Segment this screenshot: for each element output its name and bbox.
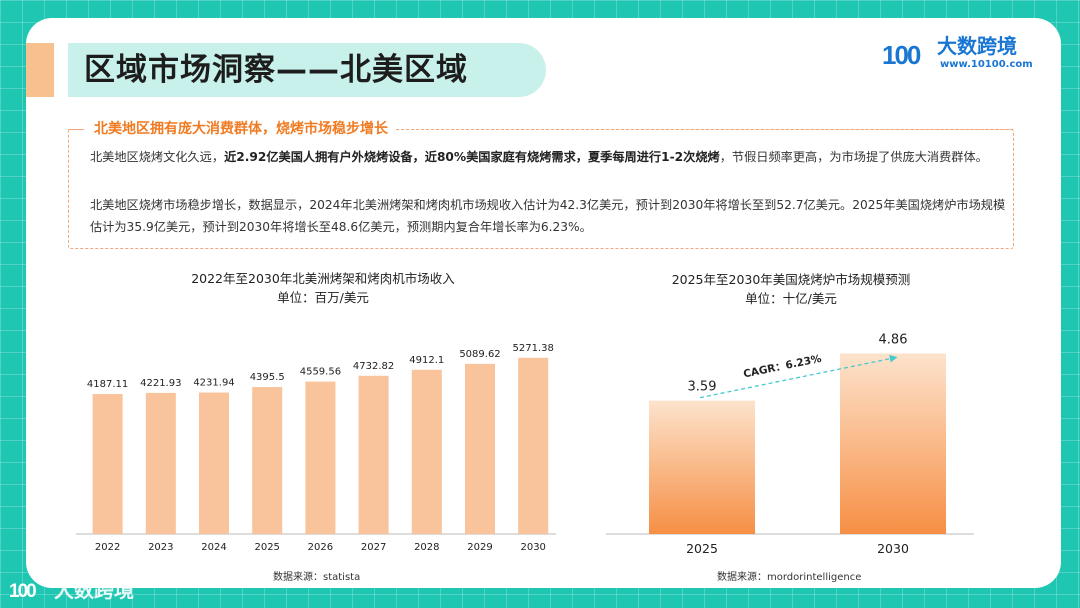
summary-p1-bold: 近2.92亿美国人拥有户外烧烤设备，近80%美国家庭有烧烤需求，夏季每周进行1-… [224,150,720,164]
chart1-bar [518,357,549,534]
summary-paragraph-1: 北美地区烧烤文化久远，近2.92亿美国人拥有户外烧烤设备，近80%美国家庭有烧烤… [90,146,1008,168]
chart2-data-label: 3.59 [688,380,717,395]
chart1-data-label: 4912.1 [409,355,444,366]
title-accent-block [26,43,54,97]
summary-p1-a: 北美地区烧烤文化久远， [90,150,225,164]
chart1-bar [145,392,176,534]
brand-name: 大数跨境 [937,34,1017,58]
chart2-source: 数据来源：mordorintelligence [717,572,862,583]
chart1-tick-label: 2022 [95,542,120,553]
chart1-bar [199,392,229,534]
chart2-tick-label: 2030 [877,541,909,556]
chart1-data-label: 5089.62 [459,349,500,360]
chart1-data-label: 4395.5 [250,372,285,383]
chart1-data-label: 4231.94 [193,378,234,389]
chart1-tick-label: 2026 [308,542,333,553]
chart1-data-label: 4732.82 [353,361,394,372]
chart1-tick-label: 2024 [201,542,226,553]
chart1-bar [252,387,283,534]
chart1-subtitle: 单位：百万/美元 [277,290,369,305]
chart1-bar [358,375,389,534]
title-banner [68,43,546,97]
page-title: 区域市场洞察——北美区域 [84,52,468,88]
chart2-cagr-arrow [699,354,898,399]
chart1-tick-label: 2023 [148,542,173,553]
brand-logo-mark: 100 [882,40,921,70]
chart2-bar [840,353,946,534]
chart1-tick-label: 2030 [520,542,545,553]
chart1-source: 数据来源：statista [273,572,361,583]
chart1-tick-label: 2027 [361,542,386,553]
brand-logo-icon: 100 [882,40,923,70]
chart1-tick-label: 2029 [467,542,492,553]
chart1-data-label: 5271.38 [513,343,554,354]
summary-heading-dash-left [68,129,82,130]
chart1-bar [305,381,336,534]
chart2-cagr-label: CAGR：6.23% [742,353,823,381]
chart2-subtitle: 单位：十亿/美元 [745,291,837,306]
chart2-bar-chart: 3.59 2025 4.86 2030 CAGR：6.23% [606,332,974,556]
chart2-tick-label: 2025 [686,541,718,556]
watermark-text: 大数跨境 [54,578,134,602]
chart1-bar [465,363,495,534]
chart1-bar [92,394,123,534]
chart1-bar [411,369,442,534]
chart1-title: 2022年至2030年北美洲烤架和烤肉机市场收入 [191,271,455,286]
chart1-data-label: 4221.93 [140,378,181,389]
chart2-bar [649,400,755,534]
summary-heading-dash-right [396,129,1013,130]
chart1-bar-chart: 4187.11 2022 4221.93 2023 4231.94 2024 4395.5 2… [76,343,556,553]
chart1-tick-label: 2025 [254,542,279,553]
brand-url[interactable]: www.10100.com [940,59,1033,70]
chart2-title-block: 2025年至2030年美国烧烤炉市场规模预测 单位：十亿/美元 [606,270,976,308]
watermark-logo-icon: 100 [9,581,38,602]
chart1-title-block: 2022年至2030年北美洲烤架和烤肉机市场收入 单位：百万/美元 [88,269,558,307]
summary-paragraph-2: 北美地区烧烤市场稳步增长，数据显示，2024年北美洲烤架和烤肉机市场规收入估计为… [90,198,1006,234]
summary-p1-c: ，节假日频率更高，为市场提了供庞大消费群体。 [719,150,988,164]
chart1-tick-label: 2028 [414,542,439,553]
chart2-title: 2025年至2030年美国烧烤炉市场规模预测 [671,272,911,287]
summary-heading: 北美地区拥有庞大消费群体，烧烤市场稳步增长 [86,118,396,140]
chart1-data-label: 4559.56 [300,367,341,378]
watermark-logo-mark: 100 [9,581,36,602]
chart2-data-label: 4.86 [879,332,908,347]
chart1-data-label: 4187.11 [87,379,128,390]
